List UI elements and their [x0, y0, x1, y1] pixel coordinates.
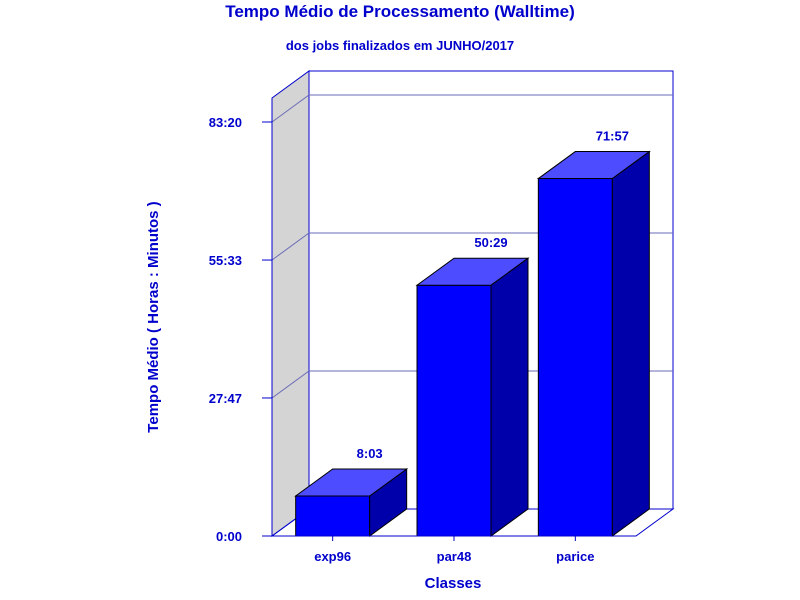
bar-front [537, 178, 613, 537]
bar-top [415, 257, 530, 286]
x-tick-label: par48 [437, 549, 472, 564]
bar-front [295, 495, 371, 537]
chart-title: Tempo Médio de Processamento (Walltime) [225, 2, 575, 21]
y-tick-label: 83:20 [209, 115, 242, 130]
y-tick-label: 0:00 [216, 529, 242, 544]
y-tick-label: 55:33 [209, 253, 242, 268]
bar-exp96: 8:03 [294, 446, 409, 537]
bar-side [490, 257, 529, 537]
bar-front [416, 284, 492, 537]
gridline [271, 94, 673, 123]
chart-subtitle: dos jobs finalizados em JUNHO/2017 [286, 38, 514, 53]
data-label: 8:03 [357, 446, 383, 461]
bars: 8:03 50:29 71:57 [294, 129, 651, 537]
bar-top [536, 151, 651, 180]
x-tick-label: exp96 [314, 549, 351, 564]
y-tick-label: 27:47 [209, 391, 242, 406]
data-label: 71:57 [596, 129, 629, 144]
y-axis-title: Tempo Médio ( Horas : Minutos ) [145, 201, 162, 432]
x-axis: exp96 par48 parice [272, 535, 636, 564]
bar-side [611, 150, 650, 537]
bar-par48: 50:29 [415, 235, 530, 537]
bar-parice: 71:57 [536, 129, 651, 537]
y-axis: 0:00 27:47 55:33 83:20 [209, 98, 273, 544]
bar-top [294, 468, 409, 497]
side-wall [271, 70, 310, 537]
x-axis-title: Classes [425, 575, 482, 592]
x-tick-label: parice [556, 549, 594, 564]
data-label: 50:29 [474, 235, 507, 250]
